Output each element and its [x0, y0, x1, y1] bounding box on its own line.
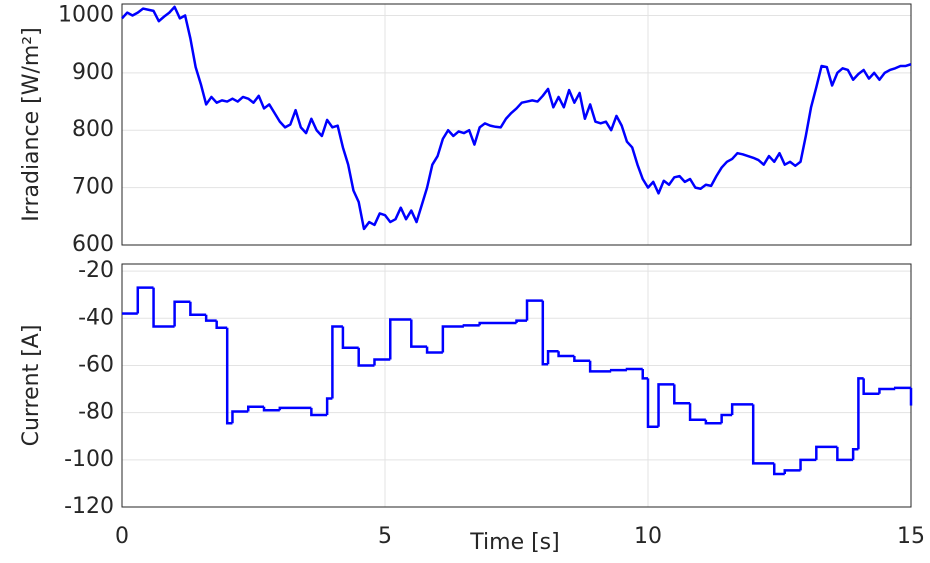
y-tick-label: 700	[72, 175, 114, 200]
y-axis-label: Current [A]	[19, 325, 44, 447]
step-segment	[673, 384, 691, 405]
axes-frame	[121, 3, 912, 246]
step-segment	[310, 407, 328, 417]
step-segment	[799, 458, 817, 471]
step-segment	[646, 378, 659, 429]
step-segment	[557, 351, 575, 358]
step-segment	[331, 325, 343, 399]
x-tick-label: 10	[634, 524, 662, 549]
y-tick-label: 600	[72, 232, 114, 257]
step-segment	[609, 368, 627, 372]
step-segment	[357, 347, 375, 367]
step-segment	[541, 300, 549, 366]
y-tick-label: -120	[64, 494, 114, 519]
step-segment	[851, 447, 859, 460]
y-tick-label: -40	[78, 305, 114, 330]
step-segment	[215, 320, 228, 329]
y-tick-label: 900	[72, 60, 114, 85]
step-segment	[720, 413, 733, 424]
step-segment	[189, 301, 207, 316]
step-segment	[478, 321, 517, 326]
step-segment	[857, 377, 864, 450]
step-segment	[815, 445, 838, 460]
y-tick-label: -80	[78, 400, 114, 425]
step-segment	[136, 286, 154, 314]
step-segment	[704, 419, 722, 425]
step-segment	[836, 446, 854, 462]
step-segment	[525, 299, 543, 321]
step-segment	[688, 403, 706, 421]
y-tick-label: -20	[78, 258, 114, 283]
axes-frame	[121, 263, 912, 508]
step-segment	[862, 378, 880, 396]
step-segment	[325, 397, 333, 415]
step-segment	[341, 326, 359, 350]
step-segment	[462, 324, 480, 327]
step-segment	[546, 350, 559, 365]
x-axis-label: Time [s]	[469, 530, 559, 555]
step-segment	[231, 410, 249, 424]
x-tick-label: 0	[115, 524, 129, 549]
step-segment	[262, 406, 280, 412]
step-segment	[204, 314, 217, 322]
step-segment	[751, 404, 775, 465]
y-tick-label: 800	[72, 117, 114, 142]
step-segment	[515, 319, 528, 323]
data-line	[121, 5, 912, 231]
step-segment	[225, 327, 233, 425]
step-segment	[878, 387, 896, 394]
step-segment	[410, 319, 428, 348]
step-segment	[425, 346, 443, 354]
y-axis-label: Irradiance [W/m²]	[19, 27, 44, 221]
step-segment	[373, 358, 391, 366]
step-segment	[893, 386, 911, 390]
y-tick-label: -60	[78, 352, 114, 377]
step-segment	[730, 403, 754, 415]
step-segment	[573, 356, 591, 362]
step-segment	[389, 318, 412, 360]
step-segment	[441, 325, 464, 353]
step-segment	[625, 367, 643, 371]
y-tick-label: -100	[64, 447, 114, 472]
step-segment	[278, 406, 312, 411]
step-segment	[173, 300, 191, 327]
step-segment	[783, 469, 801, 474]
x-tick-label: 5	[378, 524, 392, 549]
step-segment	[641, 368, 648, 380]
y-tick-label: 1000	[58, 2, 114, 27]
step-segment	[657, 383, 675, 427]
step-segment	[152, 287, 175, 328]
step-segment	[246, 405, 265, 412]
x-tick-label: 15	[897, 524, 925, 549]
step-segment	[772, 463, 785, 476]
step-segment	[588, 360, 612, 373]
